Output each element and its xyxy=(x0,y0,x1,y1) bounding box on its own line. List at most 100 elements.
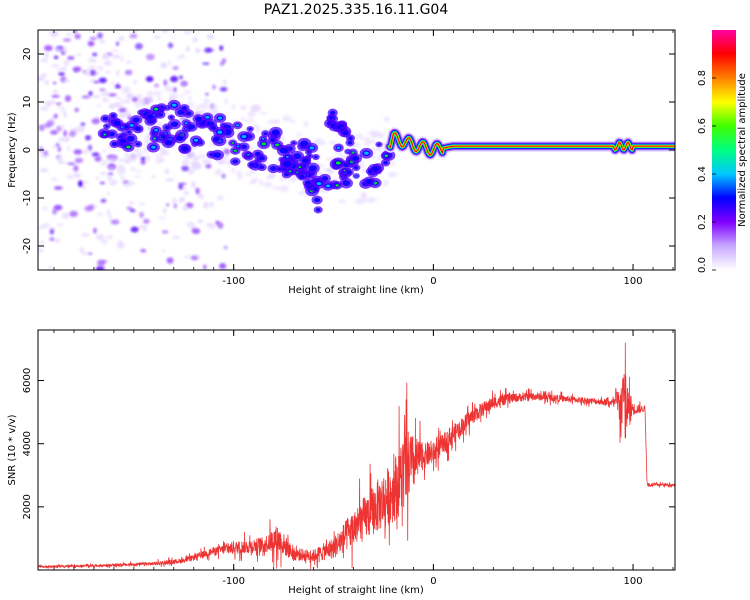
spectrogram-halo-blob xyxy=(195,110,205,115)
spectrogram-noise-blob xyxy=(195,187,200,195)
spectrogram-noise-blob xyxy=(53,204,63,211)
spectrogram-halo-blob xyxy=(130,166,136,172)
spectrogram-noise-blob xyxy=(38,124,45,132)
spectrogram-halo-blob xyxy=(368,196,374,204)
colorbar: 0.0 0.2 0.4 0.6 0.8 Normalized spectral ampl… xyxy=(697,30,748,273)
spectrogram-noise-blob xyxy=(110,219,120,225)
colorbar-ticks: 0.0 0.2 0.4 0.6 0.8 xyxy=(697,70,716,273)
spectrogram-halo-blob xyxy=(140,103,147,108)
spectrogram-halo-blob xyxy=(274,119,281,125)
spectrogram-noise-blob xyxy=(72,66,82,72)
spectrogram-noise-blob xyxy=(112,54,121,59)
spectrogram-noise-blob xyxy=(95,176,100,180)
spectrogram-noise-blob xyxy=(173,87,177,93)
spectrogram-noise-blob xyxy=(124,152,128,157)
spectrogram-noise-blob xyxy=(192,36,198,43)
spectrogram-noise-blob xyxy=(67,145,71,152)
colorbar-label: Normalized spectral amplitude xyxy=(737,73,748,227)
spectrogram-noise-blob xyxy=(127,181,135,187)
spectrogram-signal-peak xyxy=(326,184,331,188)
spectrogram-noise-blob xyxy=(140,248,147,253)
spectrogram-noise-blob xyxy=(166,257,174,264)
spectrogram-noise-blob xyxy=(139,211,144,218)
spectrogram-halo-blob xyxy=(251,177,259,183)
spectrogram-noise-blob xyxy=(81,233,90,237)
spectrogram-halo-blob xyxy=(183,156,191,160)
spectrogram-noise-blob xyxy=(67,56,75,60)
spectrogram-signal-peak xyxy=(384,154,389,157)
spectrogram-noise-blob xyxy=(50,64,60,68)
spectrogram-noise-blob xyxy=(170,75,179,83)
spectrogram-halo-blob xyxy=(355,133,364,139)
spectrogram-noise-blob xyxy=(162,30,168,34)
snr-x-tick-label: -100 xyxy=(222,576,245,587)
spectrogram-signal-peak xyxy=(336,146,341,149)
spectrogram-noise-blob xyxy=(54,46,63,52)
snr-y-tick-label: 2000 xyxy=(22,494,33,519)
spectrogram-noise-blob xyxy=(120,174,125,182)
spectrogram-noise-blob xyxy=(182,204,188,212)
spectrogram-halo-blob xyxy=(297,191,305,196)
spectrogram-noise-blob xyxy=(223,245,228,250)
spectrogram-halo-blob xyxy=(114,102,123,108)
spectrogram-halo-blob xyxy=(245,172,253,176)
spectrogram-noise-blob xyxy=(100,171,108,176)
spectrogram-noise-blob xyxy=(132,80,137,85)
spectrogram-x-tick-label: 100 xyxy=(624,276,643,287)
spectrogram-noise-blob xyxy=(216,195,224,201)
spectrogram-halo-blob xyxy=(223,98,229,105)
spectrogram-noise-blob xyxy=(80,122,86,126)
spectrogram-halo-blob xyxy=(209,104,219,111)
spectrogram-noise-blob xyxy=(98,77,107,84)
spectrogram-noise-blob xyxy=(162,207,167,214)
spectrogram-halo-blob xyxy=(198,153,206,159)
spectrogram-signal-core xyxy=(365,178,373,184)
spectrogram-noise-blob xyxy=(166,203,170,207)
spectrogram-noise-blob xyxy=(87,40,95,47)
spectrogram-halo-blob xyxy=(155,158,162,164)
spectrogram-noise-blob xyxy=(38,248,44,253)
spectrogram-noise-blob xyxy=(58,125,65,129)
spectrogram-noise-blob xyxy=(124,157,131,164)
colorbar-tick-label: 0.6 xyxy=(697,118,708,134)
spectrogram-signal-core xyxy=(124,125,129,129)
spectrogram-signal-track xyxy=(383,127,675,161)
spectrogram-noise-blob xyxy=(126,206,133,210)
spectrogram-noise-blob xyxy=(179,117,188,120)
spectrogram-noise-blob xyxy=(44,52,49,59)
spectrogram-halo-blob xyxy=(223,154,229,159)
spectrogram-blobs xyxy=(38,30,398,270)
spectrogram-signal-peak xyxy=(103,133,107,136)
spectrogram-noise-blob xyxy=(66,33,73,37)
spectrogram-noise-blob xyxy=(74,157,84,164)
spectrogram-signal-peak xyxy=(351,151,355,154)
spectrogram-noise-blob xyxy=(57,146,62,152)
spectrogram-halo-blob xyxy=(249,105,259,113)
spectrogram-noise-blob xyxy=(57,158,64,164)
spectrogram-x-axis: -100 0 100 xyxy=(53,30,674,287)
spectrogram-noise-blob xyxy=(154,35,161,39)
spectrogram-noise-blob xyxy=(53,186,63,190)
spectrogram-noise-blob xyxy=(88,252,93,255)
spectrogram-signal-core xyxy=(279,147,288,154)
spectrogram-halo-blob xyxy=(118,158,126,163)
spectrogram-signal-peak xyxy=(153,137,157,140)
spectrogram-halo-blob xyxy=(376,146,384,153)
spectrogram-signal-core xyxy=(328,116,334,120)
spectrogram-noise-blob xyxy=(91,52,98,57)
spectrogram-noise-blob xyxy=(66,173,74,180)
spectrogram-noise-blob xyxy=(128,201,134,205)
spectrogram-signal-core xyxy=(313,187,318,191)
spectrogram-halo-blob xyxy=(144,154,151,162)
spectrogram-halo-blob xyxy=(282,115,292,122)
spectrogram-noise-blob xyxy=(142,224,148,231)
spectrogram-noise-blob xyxy=(176,56,183,60)
spectrogram-noise-blob xyxy=(50,130,59,135)
spectrogram-noise-blob xyxy=(120,55,124,63)
spectrogram-noise-blob xyxy=(88,90,93,97)
spectrogram-signal-peak xyxy=(241,134,247,139)
spectrogram-signal-peak xyxy=(154,128,158,132)
spectrogram-signal-core xyxy=(342,180,351,186)
spectrogram-halo-blob xyxy=(289,176,298,183)
spectrogram-halo-blob xyxy=(163,85,174,92)
